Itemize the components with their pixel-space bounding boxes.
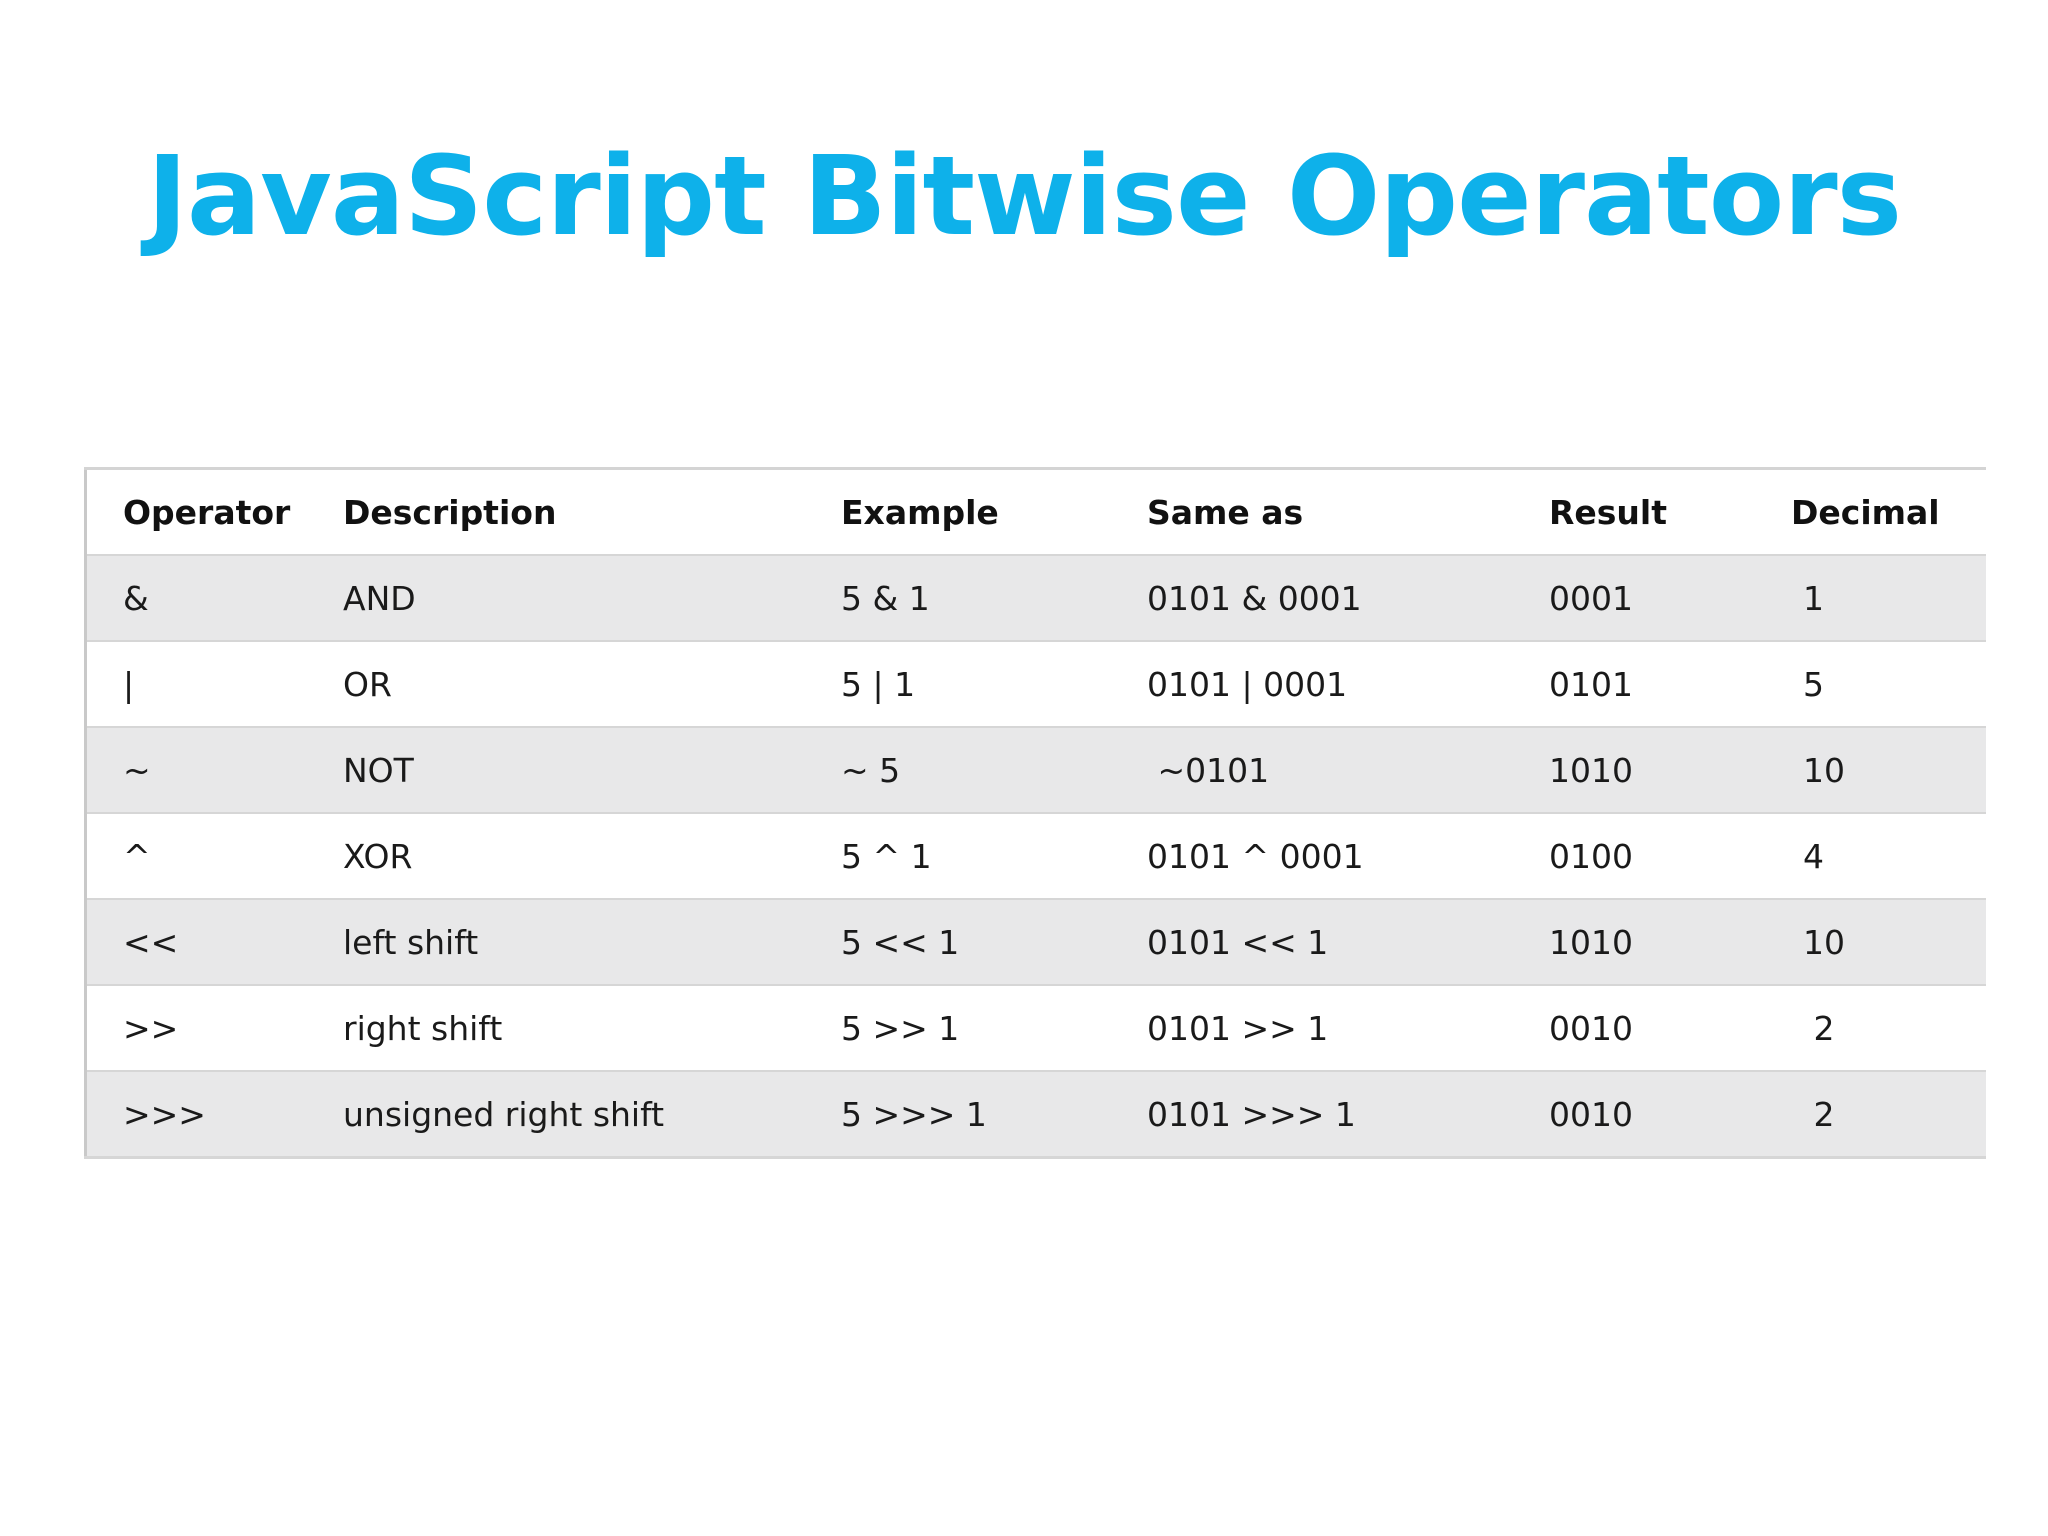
cell-decimal: 10 [1803, 750, 1845, 790]
operators-table-container: Operator Description Example Same as Res… [84, 467, 1986, 1159]
cell-example: 5 ^ 1 [841, 836, 932, 876]
header-example: Example [841, 492, 999, 532]
cell-operator: ~ [123, 750, 151, 790]
cell-same-as: 0101 >>> 1 [1147, 1094, 1356, 1134]
cell-result: 0101 [1549, 664, 1633, 704]
cell-same-as: 0101 & 0001 [1147, 578, 1362, 618]
cell-operator: & [123, 578, 149, 618]
cell-example: ~ 5 [841, 750, 901, 790]
cell-result: 1010 [1549, 922, 1633, 962]
table-row: ^ XOR 5 ^ 1 0101 ^ 0001 0100 4 [85, 813, 1986, 899]
header-result: Result [1549, 492, 1668, 532]
cell-operator: << [123, 922, 179, 962]
header-description: Description [343, 492, 557, 532]
cell-operator: ^ [123, 836, 151, 876]
cell-decimal: 5 [1803, 664, 1824, 704]
table-row: >> right shift 5 >> 1 0101 >> 1 0010 2 [85, 985, 1986, 1071]
table-row: >>> unsigned right shift 5 >>> 1 0101 >>… [85, 1071, 1986, 1158]
cell-example: 5 >>> 1 [841, 1094, 987, 1134]
table-header-row: Operator Description Example Same as Res… [85, 468, 1986, 555]
cell-decimal: 2 [1803, 1094, 1835, 1134]
header-operator: Operator [123, 492, 291, 532]
cell-same-as: ~0101 [1147, 750, 1270, 790]
cell-same-as: 0101 >> 1 [1147, 1008, 1329, 1048]
operators-table: Operator Description Example Same as Res… [84, 467, 1986, 1159]
table-row: | OR 5 | 1 0101 | 0001 0101 5 [85, 641, 1986, 727]
cell-decimal: 2 [1803, 1008, 1835, 1048]
page-title: JavaScript Bitwise Operators [146, 132, 1902, 260]
cell-operator: >> [123, 1008, 179, 1048]
cell-description: NOT [343, 750, 414, 790]
header-same-as: Same as [1147, 492, 1304, 532]
cell-result: 0100 [1549, 836, 1633, 876]
header-decimal: Decimal [1791, 492, 1940, 532]
cell-same-as: 0101 | 0001 [1147, 664, 1348, 704]
cell-example: 5 >> 1 [841, 1008, 960, 1048]
cell-description: unsigned right shift [343, 1094, 665, 1134]
cell-same-as: 0101 << 1 [1147, 922, 1329, 962]
cell-result: 0010 [1549, 1094, 1633, 1134]
cell-example: 5 << 1 [841, 922, 960, 962]
table-row: << left shift 5 << 1 0101 << 1 1010 10 [85, 899, 1986, 985]
cell-description: AND [343, 578, 416, 618]
cell-operator: | [123, 664, 135, 704]
cell-decimal: 10 [1803, 922, 1845, 962]
cell-example: 5 & 1 [841, 578, 930, 618]
cell-description: XOR [343, 836, 413, 876]
cell-result: 1010 [1549, 750, 1633, 790]
cell-result: 0010 [1549, 1008, 1633, 1048]
cell-description: left shift [343, 922, 479, 962]
cell-description: right shift [343, 1008, 503, 1048]
cell-decimal: 4 [1803, 836, 1824, 876]
table-row: & AND 5 & 1 0101 & 0001 0001 1 [85, 555, 1986, 641]
table-row: ~ NOT ~ 5 ~0101 1010 10 [85, 727, 1986, 813]
cell-result: 0001 [1549, 578, 1633, 618]
cell-decimal: 1 [1803, 578, 1824, 618]
cell-example: 5 | 1 [841, 664, 916, 704]
cell-same-as: 0101 ^ 0001 [1147, 836, 1364, 876]
cell-operator: >>> [123, 1094, 206, 1134]
cell-description: OR [343, 664, 392, 704]
